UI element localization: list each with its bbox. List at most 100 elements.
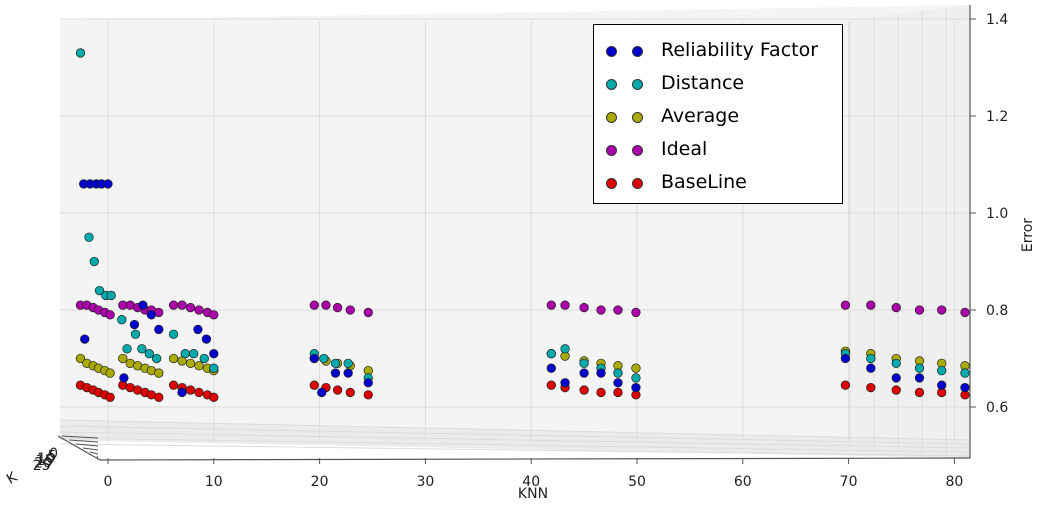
data-point <box>194 305 204 315</box>
data-point <box>613 305 623 315</box>
x-tick-label: 10 <box>205 474 223 490</box>
data-point <box>117 315 127 325</box>
data-point <box>105 392 115 402</box>
legend-item: Reliability Factor <box>594 37 842 67</box>
legend-marker <box>606 46 617 57</box>
data-point <box>560 344 570 354</box>
legend-marker <box>606 145 617 156</box>
legend-label: Reliability Factor <box>661 39 819 61</box>
data-point <box>914 387 925 398</box>
x-axis-label: KNN <box>518 486 548 502</box>
tick-labels: 0 10 20 30 40 50 60 70 800.60.81.01.21.405101520… <box>4 12 1036 502</box>
z-axis-label: K <box>4 469 21 488</box>
data-point <box>193 324 203 335</box>
depth-tick-label: 5 <box>48 448 57 464</box>
data-point <box>201 334 212 344</box>
data-point <box>189 349 199 359</box>
legend-label: Ideal <box>661 138 708 160</box>
x-tick-label: 20 <box>311 474 329 490</box>
data-point <box>345 305 355 315</box>
legend-marker <box>606 79 617 90</box>
data-point <box>891 302 901 313</box>
data-point <box>840 353 851 364</box>
data-point <box>343 358 353 369</box>
legend-item: Ideal <box>594 136 842 166</box>
x-tick-label: 70 <box>840 474 858 490</box>
legend: Reliability Factor Distance Average Ideal Ba… <box>593 24 843 204</box>
floor-gridline <box>59 419 971 441</box>
data-point <box>866 300 876 310</box>
y-axis-label: Error <box>1020 218 1036 252</box>
data-point <box>122 344 132 354</box>
data-point <box>103 179 113 189</box>
floor-gridline <box>59 443 971 457</box>
data-point <box>309 380 319 390</box>
k-axis-line <box>57 435 101 461</box>
data-point <box>960 368 970 378</box>
floor-gridline <box>59 425 971 445</box>
data-point <box>168 329 179 339</box>
data-point <box>631 307 641 318</box>
depth-tick-label: 0 <box>49 446 58 462</box>
data-point <box>317 387 327 398</box>
data-point <box>840 380 851 390</box>
legend-item: BaseLine <box>594 169 842 199</box>
data-point <box>891 385 901 395</box>
data-point <box>330 358 341 369</box>
data-point <box>840 300 851 310</box>
data-point <box>579 368 589 378</box>
data-point <box>579 358 589 369</box>
data-point <box>891 358 901 369</box>
data-point <box>332 302 343 313</box>
data-point <box>168 300 179 310</box>
data-point <box>579 302 589 313</box>
depth-tick-label: 25 <box>33 458 51 474</box>
data-point <box>130 329 141 339</box>
data-point <box>937 365 947 376</box>
legend-marker <box>632 178 643 189</box>
data-point <box>613 387 623 398</box>
y-tick-label: 1.0 <box>986 206 1008 222</box>
data-point <box>914 305 925 315</box>
data-point <box>631 363 641 373</box>
data-point <box>579 385 589 395</box>
data-point <box>168 353 179 364</box>
legend-item: Distance <box>594 70 842 100</box>
floor-gridline <box>59 431 971 449</box>
data-point <box>209 363 219 373</box>
depth-tick-label: 20 <box>34 456 52 472</box>
data-point <box>560 300 570 310</box>
data-point <box>154 324 164 335</box>
data-point <box>75 353 86 364</box>
data-point <box>891 373 901 383</box>
data-point <box>321 300 331 310</box>
data-point <box>596 305 606 315</box>
depth-tick-mark <box>89 451 99 455</box>
data-point <box>345 387 355 398</box>
legend-label: Average <box>661 105 740 127</box>
data-point <box>75 48 86 58</box>
data-point <box>546 300 556 310</box>
x-tick-label: 60 <box>734 474 752 490</box>
data-point <box>146 310 157 320</box>
y-tick-label: 0.6 <box>986 400 1008 416</box>
data-point <box>185 358 196 369</box>
depth-tick-mark <box>75 443 99 447</box>
data-point <box>363 378 373 388</box>
legend-marker <box>632 79 643 90</box>
side-panel <box>850 5 970 458</box>
x-tick-label: 40 <box>522 474 540 490</box>
data-markers <box>75 48 970 402</box>
data-point <box>168 380 179 390</box>
data-point <box>596 368 606 378</box>
data-point <box>194 361 204 371</box>
data-point <box>960 307 970 318</box>
data-point <box>631 373 641 383</box>
legend-marker <box>632 112 643 123</box>
data-point <box>209 392 219 402</box>
data-point <box>866 353 876 364</box>
data-point <box>154 368 164 378</box>
data-point <box>84 232 94 242</box>
y-tick-label: 1.2 <box>986 109 1008 125</box>
